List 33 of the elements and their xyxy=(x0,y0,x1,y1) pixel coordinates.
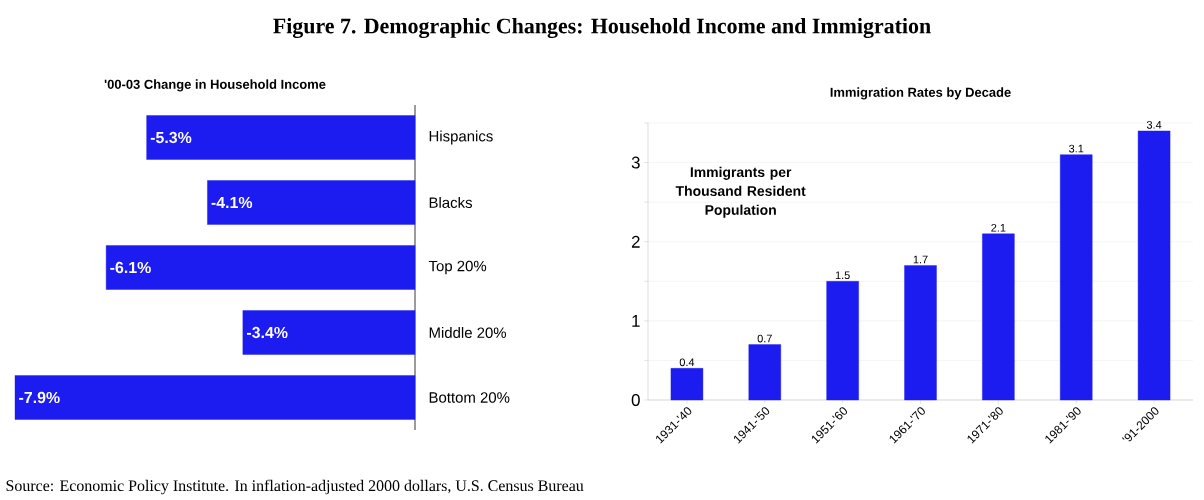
y-tick-label: Bottom 20% xyxy=(429,392,510,403)
y-tick-label: Top 20% xyxy=(428,260,487,275)
data-label: -3.4% xyxy=(246,326,288,339)
data-label: -4.1% xyxy=(211,196,253,209)
y-tick-label: 3 xyxy=(631,156,640,169)
data-label: 1.7 xyxy=(913,255,928,264)
y-tick-label: 2 xyxy=(631,235,640,248)
data-label: -7.9% xyxy=(19,391,60,404)
bar xyxy=(748,344,781,401)
data-label: 2.1 xyxy=(991,223,1006,232)
bar xyxy=(670,368,704,401)
bar xyxy=(1137,130,1171,401)
caption: Figure 7. Demographic Changes: Household Income and Immigration xyxy=(273,17,931,39)
y-tick-label: Blacks xyxy=(429,197,472,208)
y-tick-label: Hispanics xyxy=(429,130,493,145)
data-label: -6.1% xyxy=(110,261,151,274)
y-tick-label: 0 xyxy=(631,394,640,406)
source-note: Source: Economic Policy Institute. In inflation-adjusted 2000 dollars, U.S. Census Bureau xyxy=(6,479,584,495)
annotation: Immigrants per Thousand Resident Population xyxy=(675,166,806,218)
data-label: 0.4 xyxy=(679,358,695,367)
data-label: 3.1 xyxy=(1069,144,1084,153)
bar xyxy=(1060,154,1093,401)
bar xyxy=(826,281,859,401)
chart-title: Immigration Rates by Decade xyxy=(830,87,1011,100)
data-label: -5.3% xyxy=(150,131,192,144)
y-tick-label: Middle 20% xyxy=(429,327,507,338)
y-tick-label: 1 xyxy=(632,315,640,327)
data-label: 1.5 xyxy=(835,271,850,280)
bar xyxy=(982,233,1015,401)
data-label: 3.4 xyxy=(1146,120,1162,129)
data-label: 0.7 xyxy=(757,334,772,343)
bar xyxy=(904,265,937,401)
chart-title: '00-03 Change in Household Income xyxy=(104,79,326,92)
